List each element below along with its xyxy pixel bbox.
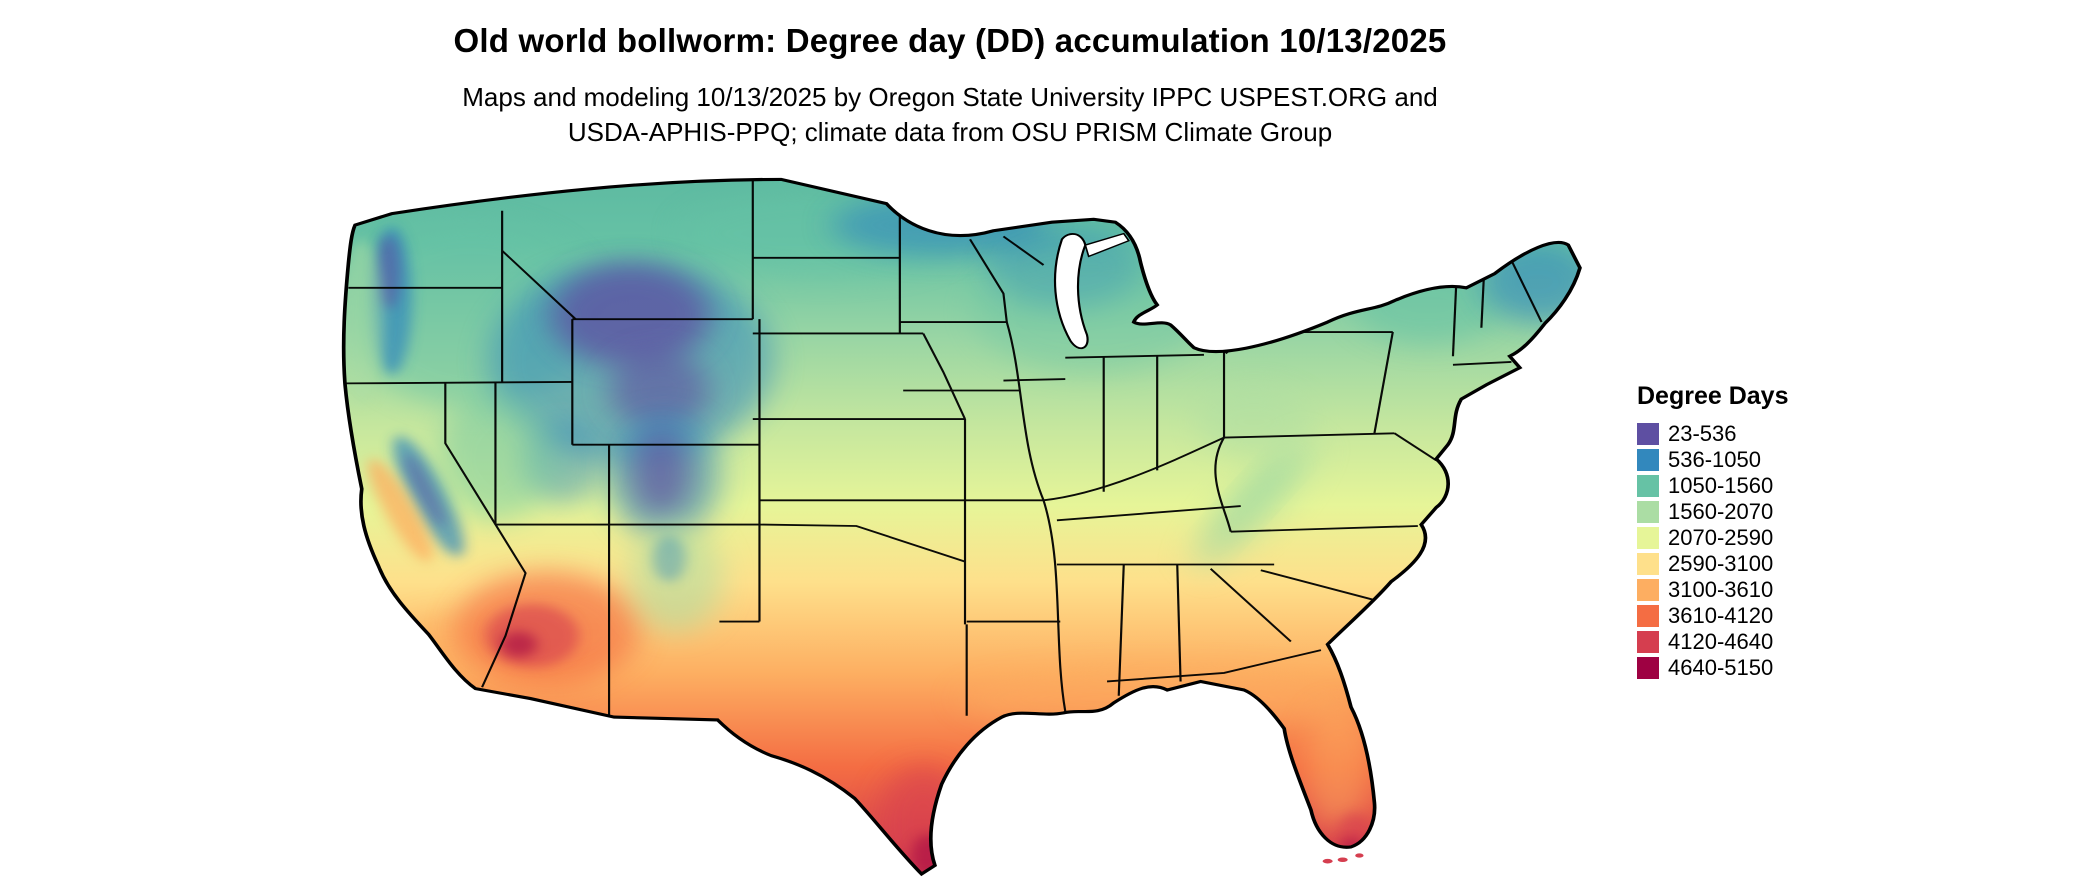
legend-item-label: 2590-3100 [1668, 551, 1774, 576]
legend-swatch [1637, 527, 1659, 549]
florida-keys [1322, 853, 1364, 864]
legend-item: 3100-3610 [1637, 577, 1788, 603]
legend-swatch [1637, 423, 1659, 445]
legend-item: 1050-1560 [1637, 473, 1788, 499]
us-degree-day-map [341, 177, 1582, 877]
legend-item-label: 2070-2590 [1668, 525, 1774, 550]
legend-items: 23-536 536-1050 1050-1560 1560-2070 2070… [1637, 421, 1788, 681]
map-container [325, 168, 1595, 884]
lake-michigan [1053, 232, 1130, 350]
subtitle-line-2: USDA-APHIS-PPQ; climate data from OSU PR… [567, 117, 1333, 147]
legend-item-label: 1560-2070 [1668, 499, 1774, 524]
map-subtitle: Maps and modeling 10/13/2025 by Oregon S… [0, 80, 1900, 150]
legend-swatch [1637, 579, 1659, 601]
legend-swatch [1637, 501, 1659, 523]
legend-item-label: 3100-3610 [1668, 577, 1774, 602]
legend-swatch [1637, 605, 1659, 627]
legend-item: 2590-3100 [1637, 551, 1788, 577]
legend-item-label: 23-536 [1668, 421, 1737, 446]
map-title: Old world bollworm: Degree day (DD) accu… [453, 22, 1447, 59]
legend-item-label: 1050-1560 [1668, 473, 1774, 498]
legend-item-label: 4120-4640 [1668, 629, 1774, 654]
legend: Degree Days 23-536 536-1050 1050-1560 15… [1637, 382, 1788, 681]
legend-item: 23-536 [1637, 421, 1788, 447]
state-borders [345, 180, 1543, 718]
legend-swatch [1637, 631, 1659, 653]
legend-item: 2070-2590 [1637, 525, 1788, 551]
legend-item-label: 4640-5150 [1668, 655, 1774, 680]
subtitle-line-1: Maps and modeling 10/13/2025 by Oregon S… [462, 82, 1438, 112]
legend-swatch [1637, 553, 1659, 575]
us-outline [341, 177, 1582, 877]
legend-swatch [1637, 475, 1659, 497]
legend-item-label: 536-1050 [1668, 447, 1761, 472]
legend-item: 536-1050 [1637, 447, 1788, 473]
legend-item: 4640-5150 [1637, 655, 1788, 681]
legend-item: 4120-4640 [1637, 629, 1788, 655]
legend-item: 1560-2070 [1637, 499, 1788, 525]
legend-title: Degree Days [1637, 382, 1789, 410]
legend-item: 3610-4120 [1637, 603, 1788, 629]
legend-item-label: 3610-4120 [1668, 603, 1774, 628]
legend-swatch [1637, 449, 1659, 471]
legend-swatch [1637, 657, 1659, 679]
